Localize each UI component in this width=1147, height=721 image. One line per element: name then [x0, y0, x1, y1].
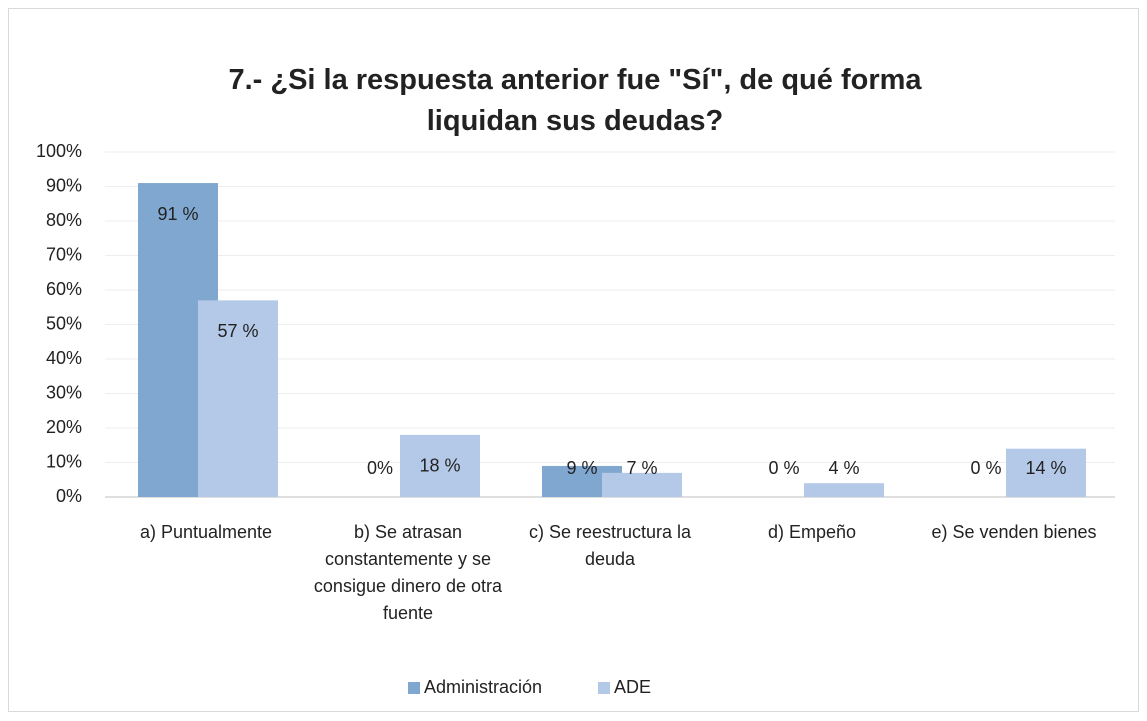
- y-tick-label: 50%: [46, 313, 82, 333]
- y-tick-label: 80%: [46, 210, 82, 230]
- data-label: 0%: [367, 458, 393, 478]
- data-label: 91 %: [157, 204, 198, 224]
- bar: [602, 472, 682, 497]
- bar: [198, 300, 278, 497]
- data-label: 0 %: [970, 458, 1001, 478]
- bar: [1006, 448, 1086, 497]
- data-label: 7 %: [626, 458, 657, 478]
- legend-label: ADE: [614, 677, 651, 697]
- bar: [804, 483, 884, 497]
- bar: [400, 434, 480, 497]
- legend-label: Administración: [424, 677, 542, 697]
- x-tick-label: c) Se reestructura la deuda: [528, 522, 692, 569]
- legend-swatch: [598, 682, 610, 694]
- data-label: 18 %: [419, 456, 460, 476]
- data-label: 57 %: [217, 321, 258, 341]
- y-tick-label: 20%: [46, 417, 82, 437]
- data-label: 9 %: [566, 458, 597, 478]
- y-tick-label: 0%: [56, 486, 82, 506]
- chart-title: 7.- ¿Si la respuesta anterior fue "Sí", …: [228, 64, 922, 137]
- y-tick-label: 100%: [36, 141, 82, 161]
- y-tick-label: 90%: [46, 175, 82, 195]
- y-tick-label: 40%: [46, 348, 82, 368]
- y-tick-label: 10%: [46, 451, 82, 471]
- y-tick-label: 70%: [46, 244, 82, 264]
- data-label: 4 %: [828, 458, 859, 478]
- y-tick-label: 60%: [46, 279, 82, 299]
- y-tick-label: 30%: [46, 382, 82, 402]
- x-tick-label: a) Puntualmente: [139, 522, 273, 542]
- x-tick-label: e) Se venden bienes: [931, 522, 1097, 542]
- x-tick-label: d) Empeño: [767, 522, 857, 542]
- x-tick-label: b) Se atrasan constantemente y se consig…: [313, 522, 503, 623]
- data-label: 0 %: [768, 458, 799, 478]
- legend-swatch: [408, 682, 420, 694]
- data-label: 14 %: [1025, 458, 1066, 478]
